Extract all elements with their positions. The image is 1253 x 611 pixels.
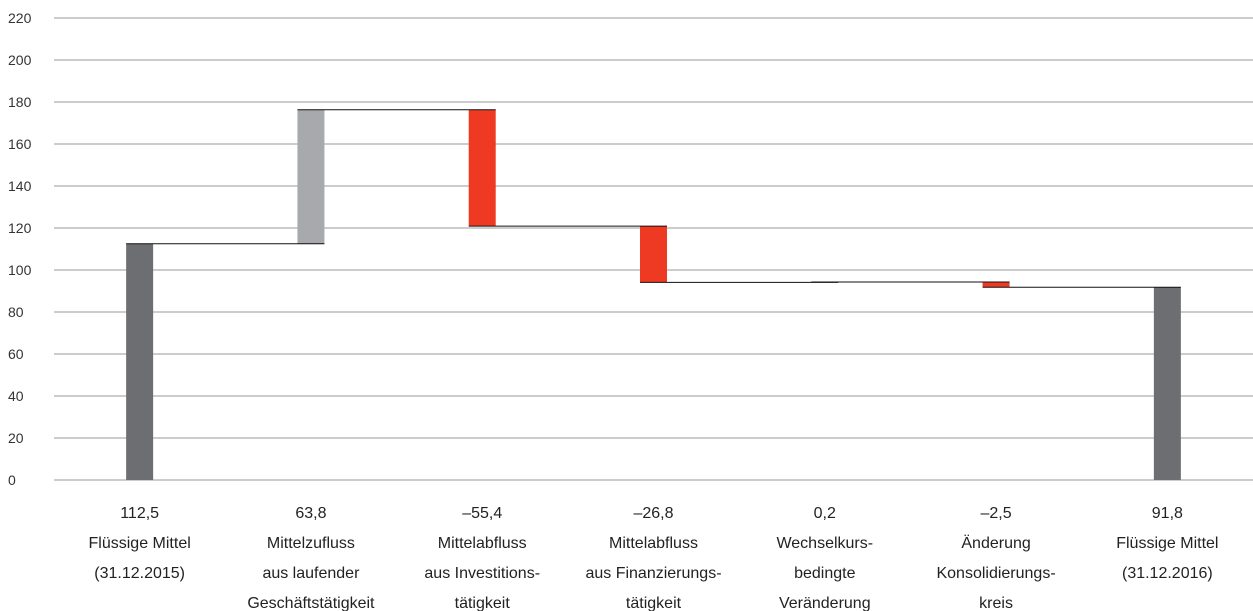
- category-label: aus Finanzierungs-: [585, 565, 721, 582]
- bar-increase: [297, 109, 325, 244]
- y-tick-label: 120: [8, 220, 32, 236]
- y-tick-label: 180: [8, 94, 32, 110]
- category-label: bedingte: [794, 565, 855, 582]
- category-label: (31.12.2016): [1122, 565, 1213, 582]
- category-label: tätigkeit: [455, 595, 511, 611]
- y-tick-label: 220: [8, 10, 32, 26]
- category-label: Mittelzufluss: [267, 535, 355, 552]
- y-tick-label: 160: [8, 136, 32, 152]
- value-label: 91,8: [1152, 505, 1183, 522]
- value-label: –55,4: [462, 505, 502, 522]
- category-label: Flüssige Mittel: [89, 535, 191, 552]
- y-tick-label: 80: [8, 304, 24, 320]
- bar-total: [1153, 287, 1181, 480]
- category-label: (31.12.2015): [94, 565, 185, 582]
- bar-decrease: [468, 109, 496, 227]
- y-tick-label: 60: [8, 346, 24, 362]
- value-label: 112,5: [120, 505, 159, 522]
- category-label: aus Investitions-: [424, 565, 540, 582]
- category-label: kreis: [979, 595, 1013, 611]
- category-label: Mittelabfluss: [609, 535, 698, 552]
- y-tick-label: 20: [8, 430, 24, 446]
- y-tick-label: 100: [8, 262, 32, 278]
- category-label: Konsolidierungs-: [936, 565, 1055, 582]
- y-tick-label: 40: [8, 388, 24, 404]
- category-label: Wechselkurs-: [776, 535, 873, 552]
- value-label: –26,8: [633, 505, 673, 522]
- category-labels: 112,5 Flüssige Mittel (31.12.2015) 63,8 Mitt…: [89, 505, 1219, 611]
- value-label: 63,8: [295, 505, 326, 522]
- category-label: Flüssige Mittel: [1116, 535, 1218, 552]
- y-tick-label: 140: [8, 178, 32, 194]
- value-label: 0,2: [814, 505, 836, 522]
- bar-total: [126, 243, 154, 480]
- category-label: Geschäftstätigkeit: [247, 595, 375, 611]
- bar-decrease: [640, 226, 667, 283]
- connector-lines: [126, 109, 1181, 288]
- bars: [126, 109, 1181, 480]
- y-tick-label: 0: [8, 472, 16, 488]
- category-label: tätigkeit: [626, 595, 682, 611]
- y-axis-tick-labels: 0 20 40 60 80 100 120 140 160 180 200 220: [8, 10, 32, 488]
- category-label: Veränderung: [779, 595, 871, 611]
- category-label: aus laufender: [262, 565, 360, 582]
- category-label: Mittelabfluss: [438, 535, 527, 552]
- bar-decrease: [982, 281, 1010, 288]
- y-tick-label: 200: [8, 52, 32, 68]
- value-label: –2,5: [981, 505, 1012, 522]
- category-label: Änderung: [961, 534, 1030, 552]
